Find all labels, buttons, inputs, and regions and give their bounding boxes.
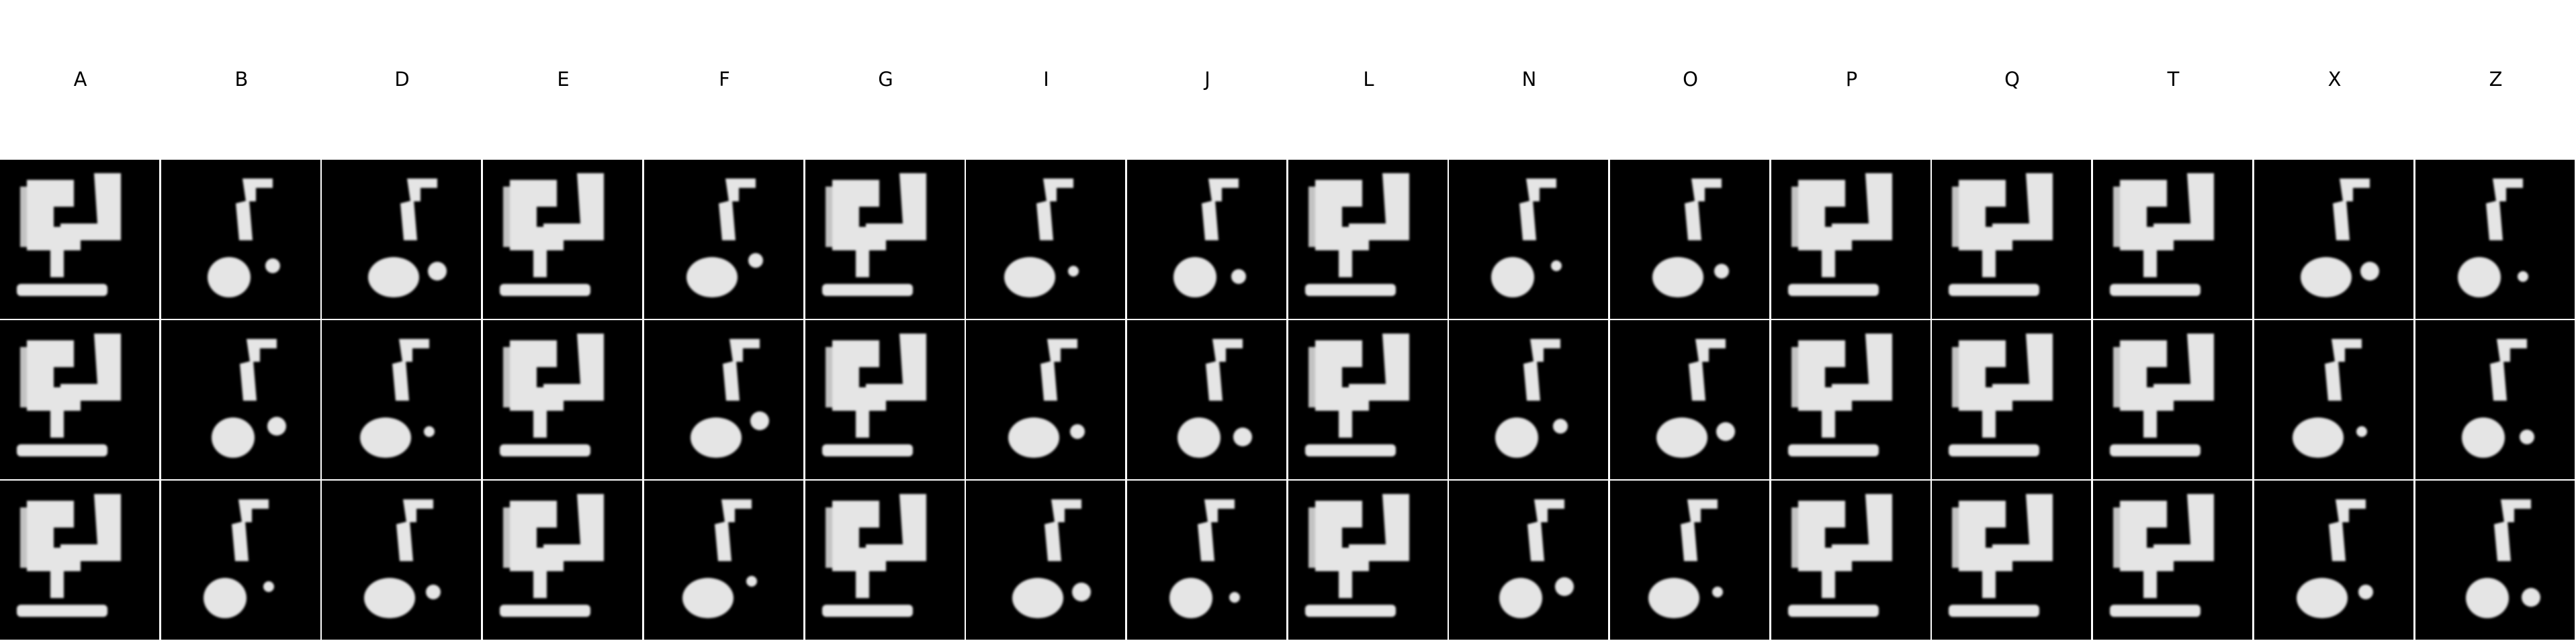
sample-image bbox=[483, 160, 642, 319]
image-grid bbox=[0, 160, 2576, 641]
sample-image bbox=[161, 481, 320, 640]
sample-image bbox=[483, 320, 642, 479]
sample-image bbox=[0, 160, 159, 319]
sample-image bbox=[322, 481, 481, 640]
column-label-L: L bbox=[1363, 68, 1374, 91]
sample-image bbox=[161, 320, 320, 479]
sample-image bbox=[1771, 160, 1930, 319]
column-label-P: P bbox=[1845, 68, 1858, 91]
sample-image bbox=[1288, 481, 1448, 640]
sample-image bbox=[1449, 160, 1608, 319]
sample-image bbox=[2254, 160, 2413, 319]
column-label-Q: Q bbox=[2004, 68, 2020, 91]
sample-image bbox=[2415, 481, 2575, 640]
sample-image bbox=[1610, 160, 1769, 319]
sample-image bbox=[2093, 160, 2252, 319]
column-label-I: I bbox=[1043, 68, 1049, 91]
sample-image bbox=[1610, 320, 1769, 479]
sample-image bbox=[1932, 160, 2091, 319]
sample-image bbox=[2093, 481, 2252, 640]
sample-image bbox=[0, 320, 159, 479]
sample-image bbox=[805, 481, 965, 640]
sample-image bbox=[322, 320, 481, 479]
sample-image bbox=[483, 481, 642, 640]
sample-image bbox=[1288, 320, 1448, 479]
sample-image bbox=[2254, 320, 2413, 479]
sample-image bbox=[1932, 320, 2091, 479]
sample-image bbox=[805, 160, 965, 319]
sample-image bbox=[2415, 160, 2575, 319]
sample-image bbox=[1127, 320, 1286, 479]
sample-image bbox=[644, 160, 803, 319]
sample-image bbox=[2093, 320, 2252, 479]
sample-image bbox=[0, 481, 159, 640]
sample-image bbox=[2415, 320, 2575, 479]
sample-image bbox=[966, 481, 1125, 640]
sample-image bbox=[1932, 481, 2091, 640]
sample-image bbox=[1610, 481, 1769, 640]
sample-image bbox=[1771, 481, 1930, 640]
column-label-N: N bbox=[1521, 68, 1537, 91]
sample-image bbox=[1449, 320, 1608, 479]
sample-image bbox=[966, 160, 1125, 319]
column-label-T: T bbox=[2167, 68, 2180, 91]
sample-image bbox=[644, 481, 803, 640]
sample-image bbox=[322, 160, 481, 319]
column-label-F: F bbox=[719, 68, 730, 91]
column-label-A: A bbox=[73, 68, 87, 91]
sample-image bbox=[1127, 160, 1286, 319]
sample-image bbox=[805, 320, 965, 479]
column-label-X: X bbox=[2327, 68, 2342, 91]
sample-image bbox=[161, 160, 320, 319]
column-label-D: D bbox=[394, 68, 410, 91]
column-label-J: J bbox=[1204, 68, 1210, 91]
sample-image bbox=[1288, 160, 1448, 319]
sample-image bbox=[966, 320, 1125, 479]
sample-image bbox=[1771, 320, 1930, 479]
column-label-E: E bbox=[557, 68, 570, 91]
column-label-O: O bbox=[1683, 68, 1698, 91]
sample-image bbox=[644, 320, 803, 479]
column-label-Z: Z bbox=[2489, 68, 2503, 91]
sample-image bbox=[1127, 481, 1286, 640]
column-label-G: G bbox=[878, 68, 893, 91]
column-label-B: B bbox=[234, 68, 249, 91]
sample-image bbox=[2254, 481, 2413, 640]
sample-image bbox=[1449, 481, 1608, 640]
